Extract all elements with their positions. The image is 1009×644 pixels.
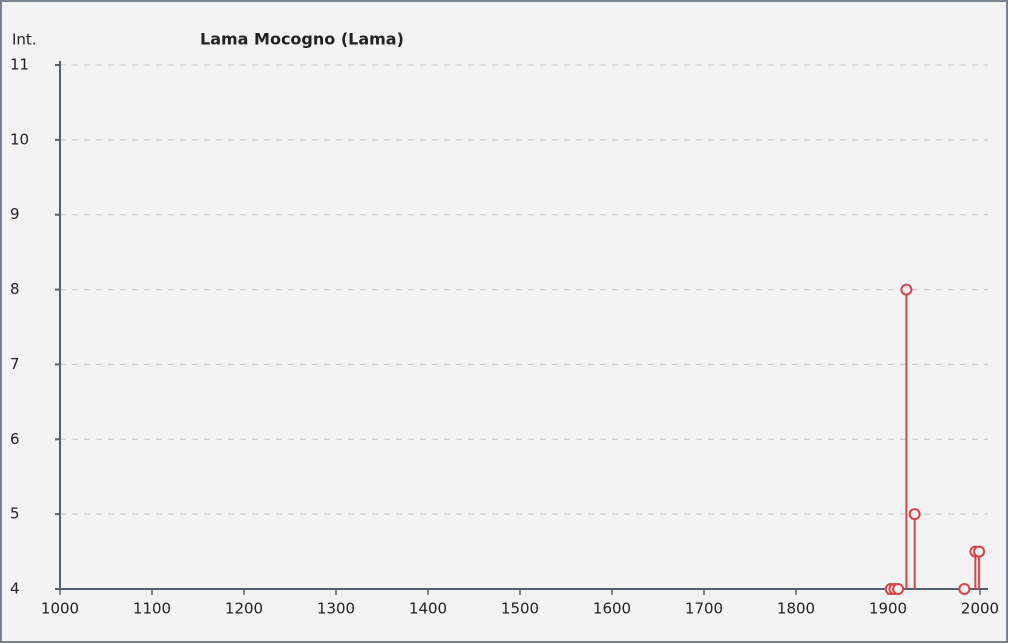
x-tick-label: 1300	[317, 600, 355, 618]
x-tick-label: 1600	[593, 600, 631, 618]
x-tick-label: 1100	[133, 600, 171, 618]
y-tick-label: 10	[10, 130, 29, 148]
y-tick-label: 6	[10, 430, 20, 448]
x-tick-label: 2000	[961, 600, 999, 618]
x-tick-label: 1700	[685, 600, 723, 618]
chart-title: Lama Mocogno (Lama)	[200, 30, 404, 49]
x-tick-label: 1200	[225, 600, 263, 618]
x-tick-label: 1800	[777, 600, 815, 618]
y-tick-label: 7	[10, 355, 20, 373]
x-tick-label: 1000	[41, 600, 79, 618]
y-tick-label: 8	[10, 280, 20, 298]
y-tick-label: 4	[10, 580, 20, 598]
x-tick-label: 1400	[409, 600, 447, 618]
stem-marker	[892, 583, 905, 595]
stem-marker	[973, 545, 986, 558]
x-tick-label: 1500	[501, 600, 539, 618]
stem-marker	[908, 508, 921, 521]
x-tick-label: 1900	[869, 600, 907, 618]
stem-marker	[958, 583, 971, 595]
y-axis-label: Int.	[12, 31, 37, 49]
y-tick-label: 11	[10, 56, 29, 74]
y-tick-label: 5	[10, 505, 20, 523]
y-tick-label: 9	[10, 205, 20, 223]
stem-marker	[900, 283, 913, 296]
